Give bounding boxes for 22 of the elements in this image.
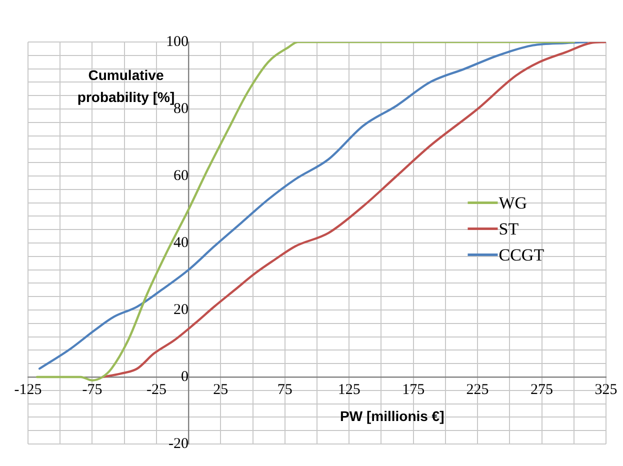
legend-label: CCGT bbox=[498, 245, 545, 264]
x-tick-label: 225 bbox=[466, 382, 489, 398]
y-tick-label: 40 bbox=[174, 234, 189, 251]
x-axis-title: PW [millionis €] bbox=[340, 408, 444, 424]
x-tick-label: 25 bbox=[213, 382, 228, 398]
legend-label: ST bbox=[498, 219, 520, 238]
y-axis-title: Cumulative probability [%] bbox=[77, 66, 175, 105]
x-tick-label: 125 bbox=[338, 382, 360, 398]
y-tick-label: 100 bbox=[166, 34, 189, 50]
x-tick-label: 325 bbox=[594, 382, 618, 398]
legend-label: WG bbox=[498, 193, 528, 212]
x-tick-label: -125 bbox=[14, 382, 42, 398]
y-tick-label: 0 bbox=[181, 368, 189, 385]
y-tick-label: 80 bbox=[174, 100, 189, 117]
x-tick-label: 275 bbox=[530, 382, 554, 398]
x-tick-label: -25 bbox=[146, 382, 166, 398]
y-tick-label: -20 bbox=[168, 436, 189, 452]
y-tick-label: 20 bbox=[174, 302, 189, 318]
y-tick-label: 60 bbox=[174, 168, 189, 184]
x-tick-label: -75 bbox=[82, 382, 102, 398]
x-tick-label: 75 bbox=[277, 382, 292, 398]
x-tick-label: 175 bbox=[402, 382, 425, 398]
